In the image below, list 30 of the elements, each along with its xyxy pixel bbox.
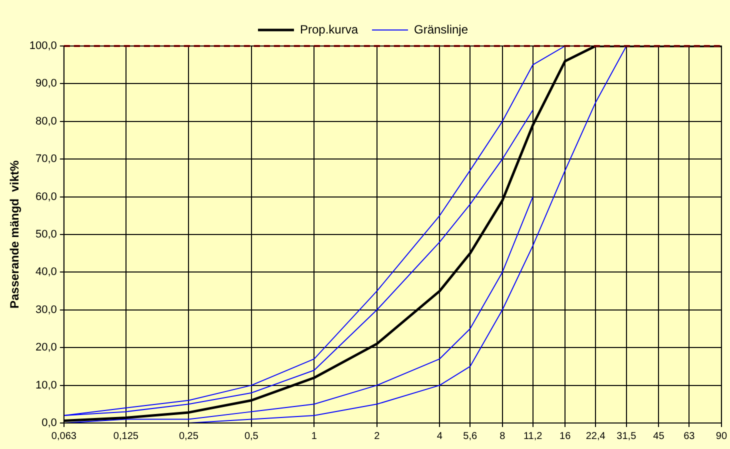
x-tick-label: 45 <box>653 430 665 442</box>
x-tick-label: 1 <box>311 430 318 442</box>
x-tick-label: 63 <box>684 430 696 442</box>
y-tick-label: 10,0 <box>36 379 57 392</box>
y-tick-label: 50,0 <box>36 228 57 241</box>
legend-label: Gränslinje <box>414 22 468 36</box>
x-tick-label: 0,125 <box>113 430 139 442</box>
x-tick-label: 16 <box>560 430 572 442</box>
x-tick-label: 0,063 <box>51 430 77 442</box>
x-tick-label: 2 <box>374 430 380 442</box>
y-tick-label: 70,0 <box>36 153 57 166</box>
x-tick-label: 0,25 <box>178 430 199 442</box>
legend-label: Prop.kurva <box>300 22 358 36</box>
x-tick-label: 11,2 <box>523 430 543 442</box>
x-tick-label: 4 <box>436 430 443 442</box>
y-tick-label: 40,0 <box>36 266 57 278</box>
y-tick-label: 30,0 <box>36 304 57 316</box>
y-tick-label: 90,0 <box>36 78 57 90</box>
y-axis-title: Passerande mängd vikt% <box>8 160 22 309</box>
x-tick-label: 5,6 <box>463 430 478 442</box>
y-tick-label: 60,0 <box>36 190 57 203</box>
x-tick-label: 90 <box>716 430 728 442</box>
x-tick-label: 22,4 <box>586 430 606 442</box>
y-tick-label: 0,0 <box>42 417 57 430</box>
y-tick-label: 80,0 <box>36 115 57 128</box>
x-tick-label: 31,5 <box>616 430 637 442</box>
y-tick-label: 20,0 <box>36 342 57 354</box>
y-tick-label: 100,0 <box>29 40 57 52</box>
x-tick-label: 0,5 <box>244 430 259 442</box>
x-tick-label: 8 <box>500 430 506 442</box>
